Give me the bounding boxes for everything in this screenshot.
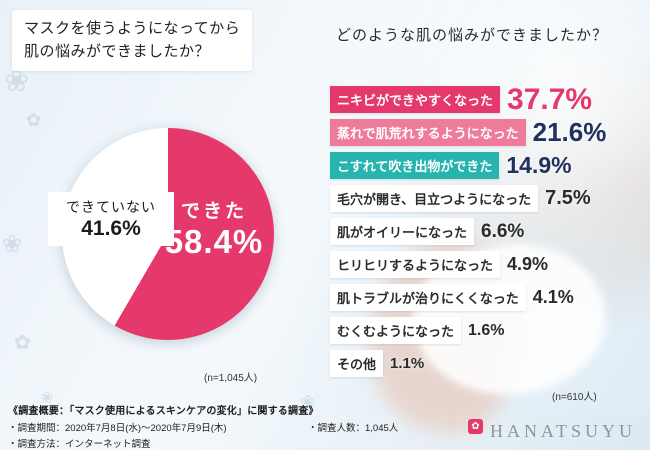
pie-slice-yes: できた 58.4% xyxy=(148,196,280,261)
survey-detail-count: ・調査人数：1,045人 xyxy=(308,423,399,434)
item-label: むくむようになった xyxy=(330,317,462,344)
list-question-title: どのような肌の悩みができましたか？ xyxy=(336,27,609,44)
item-label: 肌トラブルが治りにくくなった xyxy=(330,284,526,311)
list-item: 毛穴が開き、目立つようになった 7.5% xyxy=(330,183,648,214)
pie-question-line2: 肌の悩みができましたか？ xyxy=(24,43,211,61)
list-item: こすれて吹き出物ができた 14.9% xyxy=(330,150,648,181)
list-sample-size: (n=610人) xyxy=(552,392,597,403)
item-label: その他 xyxy=(330,350,384,377)
pie-yes-value: 58.4% xyxy=(164,223,264,260)
list-item: 肌がオイリーになった 6.6% xyxy=(330,216,648,247)
item-value: 14.9% xyxy=(506,152,572,178)
brand-name: HANATSUYU xyxy=(489,421,636,441)
item-value: 37.7% xyxy=(507,82,593,116)
floral-decoration-icon: ❀ xyxy=(2,231,23,258)
item-value: 4.9% xyxy=(507,254,549,274)
list-item: ヒリヒリするようになった 4.9% xyxy=(330,249,648,280)
item-label: こすれて吹き出物ができた xyxy=(330,152,500,179)
item-value: 1.1% xyxy=(390,355,425,372)
survey-overview: 《調査概要：「マスク使用によるスキンケアの変化」に関する調査》 ・調査期間：20… xyxy=(8,402,513,450)
pie-no-value: 41.6% xyxy=(81,217,141,240)
item-value: 1.6% xyxy=(468,321,505,339)
ranking-list: ニキビができやすくなった 37.7% 蒸れで肌荒れするようになった 21.6% … xyxy=(330,82,648,381)
item-label: 毛穴が開き、目立つようになった xyxy=(330,185,539,212)
brand-emblem-icon: ✿ xyxy=(467,419,483,434)
pie-question-title: マスクを使うようになってから 肌の悩みができましたか？ xyxy=(12,10,253,71)
pie-yes-label: できた xyxy=(180,201,247,222)
floral-decoration-icon: ✿ xyxy=(14,332,31,354)
item-label: 肌がオイリーになった xyxy=(330,218,475,245)
item-label: ヒリヒリするようになった xyxy=(330,251,501,278)
floral-decoration-icon: ✿ xyxy=(26,110,42,130)
survey-overview-heading: 《調査概要：「マスク使用によるスキンケアの変化」に関する調査》 xyxy=(8,406,319,417)
pie-slice-no: できていない 41.6% xyxy=(48,192,174,246)
pie-no-label: できていない xyxy=(66,199,156,215)
list-item: 肌トラブルが治りにくくなった 4.1% xyxy=(330,282,648,313)
list-item: 蒸れで肌荒れするようになった 21.6% xyxy=(330,117,648,148)
item-value: 4.1% xyxy=(532,287,574,307)
item-label: 蒸れで肌荒れするようになった xyxy=(330,119,526,146)
list-item: その他 1.1% xyxy=(330,348,648,379)
item-value: 6.6% xyxy=(481,220,525,242)
list-item: むくむようになった 1.6% xyxy=(330,315,648,346)
pie-chart-area: できた 58.4% できていない 41.6% xyxy=(48,128,274,340)
list-item: ニキビができやすくなった 37.7% xyxy=(330,82,648,116)
item-value: 7.5% xyxy=(545,187,591,209)
survey-detail-method: ・調査方法：インターネット調査 xyxy=(8,439,151,450)
pie-question-line1: マスクを使うようになってから xyxy=(24,20,241,37)
pie-sample-size: (n=1,045人) xyxy=(204,373,258,384)
item-value: 21.6% xyxy=(532,117,607,147)
brand-logo: ✿ HANATSUYU xyxy=(467,419,636,442)
item-label: ニキビができやすくなった xyxy=(330,86,501,113)
survey-detail-period: ・調査期間：2020年7月8日(水)～2020年7月9日(木) xyxy=(8,423,227,434)
survey-details: ・調査期間：2020年7月8日(水)～2020年7月9日(木) ・調査人数：1,0… xyxy=(8,420,513,450)
